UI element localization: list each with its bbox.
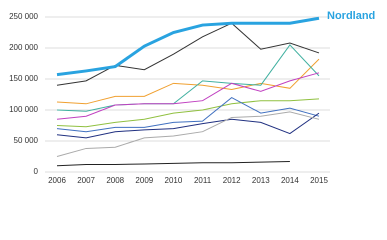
series-line [56, 16, 320, 77]
x-tick-label: 2009 [135, 176, 153, 185]
series-line [56, 22, 320, 86]
chart: 0 50 000 100 000 150 000 200 000 250 000 2006 2… [9, 10, 375, 185]
series-line [56, 58, 320, 105]
y-tick-label: 50 000 [14, 136, 39, 145]
series-line [56, 98, 320, 128]
series-line [56, 72, 320, 120]
x-tick-label: 2013 [252, 176, 270, 185]
y-tick-label: 0 [34, 167, 39, 176]
x-tick-label: 2015 [310, 176, 328, 185]
x-tick-label: 2014 [281, 176, 299, 185]
x-tick-label: 2011 [194, 176, 212, 185]
y-tick-label: 150 000 [9, 74, 38, 83]
x-tick-label: 2008 [106, 176, 124, 185]
x-tick-label: 2010 [165, 176, 183, 185]
y-tick-label: 200 000 [9, 43, 38, 52]
x-tick-label: 2006 [48, 176, 66, 185]
series-line [56, 97, 320, 133]
x-tick-label: 2007 [77, 176, 95, 185]
series-label: Nordland [327, 10, 375, 22]
y-tick-label: 250 000 [9, 12, 38, 21]
series-line [56, 112, 320, 139]
series-line [56, 111, 320, 157]
x-tick-label: 2012 [223, 176, 241, 185]
series-line [56, 160, 290, 167]
series-line [56, 44, 320, 112]
y-tick-label: 100 000 [9, 105, 38, 114]
